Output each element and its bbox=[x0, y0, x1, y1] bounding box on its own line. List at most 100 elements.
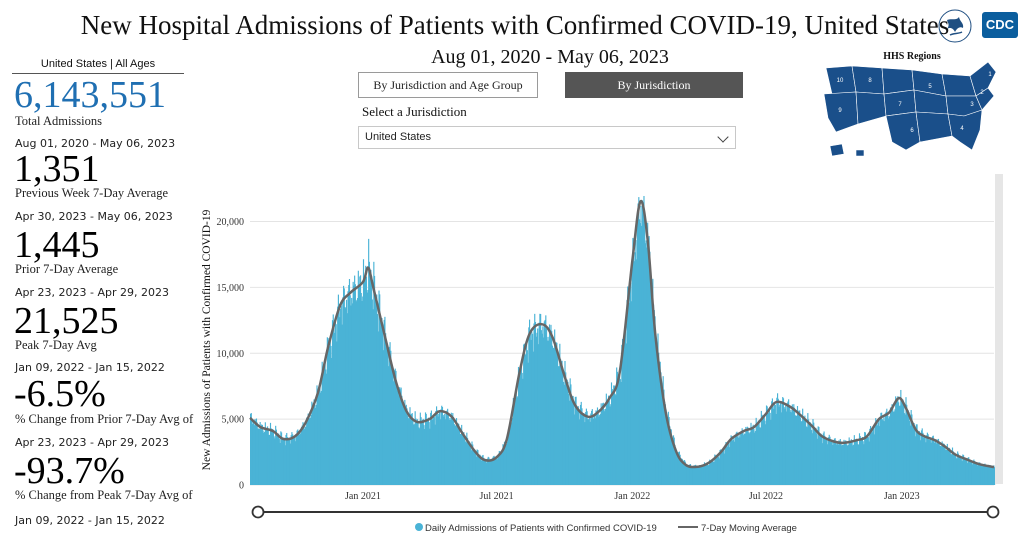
region-label-3[interactable]: 3 bbox=[970, 102, 974, 108]
daily-admission-bar bbox=[841, 444, 844, 485]
daily-admission-bar bbox=[269, 434, 271, 485]
daily-admission-bar bbox=[340, 308, 342, 485]
region-label-1[interactable]: 1 bbox=[988, 72, 992, 78]
daily-admission-bar bbox=[932, 436, 934, 485]
daily-admission-bar bbox=[352, 281, 354, 485]
daily-admission-bar bbox=[881, 419, 883, 485]
daily-admission-bar bbox=[910, 410, 912, 485]
daily-admission-bar bbox=[957, 451, 959, 485]
daily-admission-bar bbox=[489, 460, 491, 485]
daily-admission-bar bbox=[726, 444, 728, 485]
daily-admission-bar bbox=[518, 369, 520, 485]
daily-admission-bar bbox=[937, 440, 939, 485]
daily-admission-bar bbox=[681, 459, 683, 485]
daily-admission-bar bbox=[435, 410, 437, 485]
daily-admission-bar bbox=[775, 413, 777, 485]
daily-admission-bar bbox=[313, 399, 315, 485]
daily-admission-bar bbox=[899, 405, 901, 485]
region-label-10[interactable]: 10 bbox=[837, 78, 844, 84]
daily-admission-bar bbox=[433, 415, 435, 485]
daily-admission-bar bbox=[678, 451, 680, 485]
daily-admission-bar bbox=[259, 422, 261, 485]
region-label-5[interactable]: 5 bbox=[928, 84, 932, 90]
daily-admission-bar bbox=[967, 457, 969, 485]
daily-admission-bar bbox=[511, 422, 513, 485]
daily-admission-bar bbox=[365, 265, 367, 485]
daily-admission-bar bbox=[813, 422, 815, 485]
daily-admission-bar bbox=[861, 438, 863, 485]
daily-admission-bar bbox=[485, 459, 487, 485]
daily-admission-bar bbox=[761, 414, 763, 485]
date-range-slider-end-handle[interactable] bbox=[986, 505, 1000, 519]
vertical-scrollbar[interactable] bbox=[995, 174, 1003, 484]
daily-admission-bar bbox=[279, 442, 281, 485]
daily-admission-bar bbox=[495, 458, 497, 485]
daily-admission-bar bbox=[636, 259, 638, 485]
date-range-slider-start-handle[interactable] bbox=[251, 505, 265, 519]
daily-admission-bar bbox=[691, 467, 693, 485]
daily-admission-bar bbox=[304, 426, 306, 485]
daily-admission-bar bbox=[295, 441, 297, 485]
daily-admission-bar bbox=[865, 437, 867, 485]
daily-admission-bar bbox=[990, 465, 992, 485]
region-label-2[interactable]: 2 bbox=[980, 90, 984, 96]
daily-admission-bar bbox=[383, 319, 385, 485]
daily-admission-bar bbox=[314, 404, 316, 485]
region-label-9[interactable]: 9 bbox=[838, 108, 842, 114]
daily-admission-bar bbox=[810, 423, 812, 485]
daily-admission-bar bbox=[984, 463, 986, 485]
daily-admission-bar bbox=[447, 415, 449, 485]
daily-admission-bar bbox=[771, 398, 773, 485]
daily-admission-bar bbox=[385, 347, 387, 485]
daily-admission-bar bbox=[965, 458, 967, 485]
daily-admission-bar bbox=[437, 416, 439, 485]
daily-admission-bar bbox=[890, 409, 892, 485]
daily-admission-bar bbox=[642, 202, 644, 485]
daily-admission-bar bbox=[649, 251, 651, 485]
tab-jurisdiction-age-group[interactable]: By Jurisdiction and Age Group bbox=[358, 72, 538, 98]
daily-admission-bar bbox=[780, 412, 782, 485]
daily-admission-bar bbox=[839, 440, 841, 485]
daily-admission-bar bbox=[262, 430, 264, 485]
daily-admission-bar bbox=[872, 428, 875, 485]
jurisdiction-select[interactable]: United States bbox=[358, 126, 736, 149]
daily-admission-bar bbox=[617, 379, 619, 485]
daily-admission-bar bbox=[377, 331, 379, 485]
daily-admission-bar bbox=[264, 431, 266, 485]
daily-admission-bar bbox=[593, 418, 595, 485]
daily-admission-bar bbox=[459, 433, 461, 485]
daily-admission-bar bbox=[534, 321, 537, 485]
daily-admission-bar bbox=[799, 417, 802, 485]
daily-admission-bar bbox=[690, 465, 692, 485]
region-label-8[interactable]: 8 bbox=[868, 78, 872, 84]
daily-admission-bar bbox=[742, 431, 744, 485]
daily-admission-bar bbox=[606, 400, 608, 485]
daily-admission-bar bbox=[561, 360, 563, 485]
daily-admission-bar bbox=[968, 459, 971, 485]
daily-admission-bar bbox=[295, 433, 297, 485]
daily-admission-bar bbox=[937, 438, 940, 485]
daily-admission-bar bbox=[337, 306, 339, 485]
daily-admission-bar bbox=[415, 418, 417, 485]
daily-admission-bar bbox=[509, 420, 511, 485]
region-label-6[interactable]: 6 bbox=[910, 128, 914, 134]
region-label-4[interactable]: 4 bbox=[960, 126, 964, 132]
daily-admission-bar bbox=[374, 297, 376, 485]
daily-admission-bar bbox=[390, 366, 393, 485]
daily-admission-bar bbox=[931, 437, 933, 485]
tab-jurisdiction[interactable]: By Jurisdiction bbox=[565, 72, 743, 98]
region-label-7[interactable]: 7 bbox=[898, 102, 902, 108]
daily-admission-bar bbox=[554, 343, 556, 485]
daily-admission-bar bbox=[723, 450, 725, 485]
daily-admission-bar bbox=[463, 432, 465, 485]
hhs-regions-map[interactable]: HHS Regions 10 8 5 1 2 3 bbox=[812, 46, 1012, 170]
daily-admission-bar bbox=[422, 418, 424, 485]
daily-admission-bar bbox=[661, 394, 664, 485]
daily-admission-bar bbox=[986, 466, 988, 485]
daily-admission-bar bbox=[416, 419, 418, 485]
daily-admission-bar bbox=[425, 413, 427, 485]
daily-admission-bar bbox=[512, 418, 514, 485]
daily-admission-bar bbox=[672, 435, 675, 485]
daily-admission-bar bbox=[610, 404, 612, 485]
daily-admission-bar bbox=[645, 240, 647, 485]
